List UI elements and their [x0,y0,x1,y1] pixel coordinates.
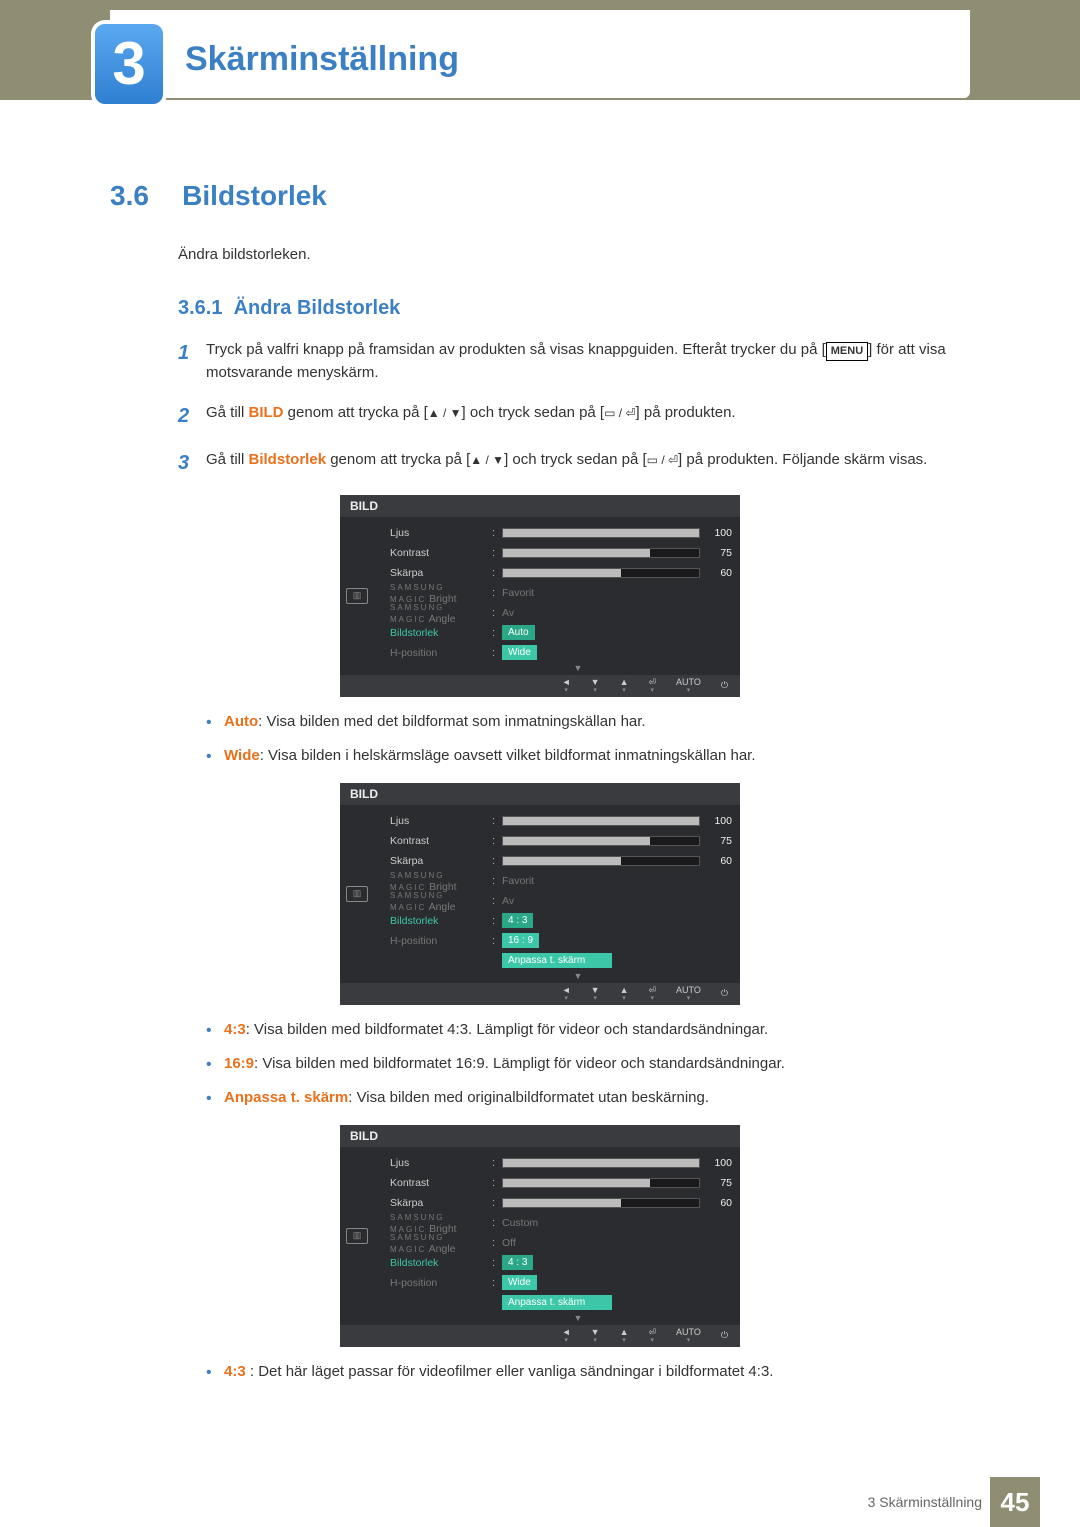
step-2: 2 Gå till BILD genom att trycka på [▲ / … [178,401,970,432]
up-down-icon: ▲ / ▼ [428,406,462,420]
osd-slider [502,548,700,558]
osd-nav-enter-icon: ⏎▾ [648,678,656,694]
screen-enter-icon: ▭ / ⏎ [604,406,635,420]
osd-slider [502,528,700,538]
osd-title: BILD [340,783,740,805]
bullet-group-3: •4:3 : Det här läget passar för videofil… [206,1361,970,1385]
osd-row-label: H-position [374,647,492,659]
up-down-icon: ▲ / ▼ [470,453,504,467]
step-number: 3 [178,448,206,479]
osd-title: BILD [340,495,740,517]
step-text: Tryck på valfri knapp på framsidan av pr… [206,338,970,385]
section-number: 3.6 [110,180,178,212]
bullet-group-1: •Auto: Visa bilden med det bildformat so… [206,711,970,769]
bullet-marker: • [206,745,224,769]
osd-more-icon: ▼ [424,663,732,673]
step-number: 2 [178,401,206,432]
subsection-heading: 3.6.1 Ändra Bildstorlek [178,297,970,320]
osd-more-icon: ▼ [424,1313,732,1323]
osd-row-label-active: Bildstorlek [374,627,492,639]
step-3: 3 Gå till Bildstorlek genom att trycka p… [178,448,970,479]
osd-more-icon: ▼ [424,971,732,981]
osd-row-label: Skärpa [374,567,492,579]
footer-page-number: 45 [990,1477,1040,1527]
osd-footer: ◄▾ ▼▾ ▲▾ ⏎▾ AUTO▾ ⏻ [340,1325,740,1347]
picture-tab-icon: ▥ [346,588,368,604]
osd-value: Favorit [502,587,732,599]
osd-value: Av [502,607,732,619]
osd-footer: ◄▾ ▼▾ ▲▾ ⏎▾ AUTO▾ ⏻ [340,983,740,1005]
keyword-bildstorlek: Bildstorlek [249,451,327,468]
osd-screenshot-2: BILD ▥ Ljus:100 Kontrast:75 Skärpa:60 SA… [340,783,740,1005]
step-number: 1 [178,338,206,385]
content-area: 3.6 Bildstorlek Ändra bildstorleken. 3.6… [110,180,970,1399]
step-text: Gå till BILD genom att trycka på [▲ / ▼]… [206,401,970,432]
bullet-group-2: •4:3: Visa bilden med bildformatet 4:3. … [206,1019,970,1111]
osd-nav-up-icon: ▲▾ [620,678,629,694]
bullet-text: Wide: Visa bilden i helskärmsläge oavset… [224,745,970,769]
osd-slider [502,568,700,578]
osd-auto-button: AUTO▾ [676,678,701,694]
osd-nav-down-icon: ▼▾ [591,678,600,694]
chapter-title: Skärminställning [185,40,459,79]
osd-value: 60 [700,567,732,579]
screen-enter-icon: ▭ / ⏎ [647,453,678,467]
bullet-marker: • [206,711,224,735]
osd-option: Wide [502,645,537,660]
steps-list: 1 Tryck på valfri knapp på framsidan av … [178,338,970,479]
keyword-bild: BILD [249,404,284,421]
chapter-number-badge: 3 [95,24,163,104]
section-title: Bildstorlek [182,180,327,211]
osd-row-label: SAMSUNGMAGIC Angle [374,601,492,625]
osd-option-selected: Auto [502,625,535,640]
picture-tab-icon: ▥ [346,886,368,902]
page-footer: 3 Skärminställning 45 [0,1477,1080,1527]
footer-text: 3 Skärminställning [868,1494,982,1510]
osd-screenshot-1: BILD ▥ Ljus:100 Kontrast:75 Skärpa:60 SA… [340,495,740,697]
osd-row-label: Ljus [374,527,492,539]
picture-tab-icon: ▥ [346,1228,368,1244]
menu-button-label: MENU [826,342,868,361]
osd-footer: ◄▾ ▼▾ ▲▾ ⏎▾ AUTO▾ ⏻ [340,675,740,697]
osd-title: BILD [340,1125,740,1147]
osd-screenshot-3: BILD ▥ Ljus:100 Kontrast:75 Skärpa:60 SA… [340,1125,740,1347]
step-1: 1 Tryck på valfri knapp på framsidan av … [178,338,970,385]
osd-row-label: Kontrast [374,547,492,559]
osd-value: 75 [700,547,732,559]
section-intro: Ändra bildstorleken. [178,246,970,263]
osd-power-icon: ⏻ [721,681,728,690]
step-text: Gå till Bildstorlek genom att trycka på … [206,448,970,479]
bullet-text: Auto: Visa bilden med det bildformat som… [224,711,970,735]
subsection-title: Ändra Bildstorlek [234,297,401,319]
osd-nav-left-icon: ◄▾ [562,678,571,694]
osd-value: 100 [700,527,732,539]
section-heading: 3.6 Bildstorlek [110,180,970,212]
subsection-number: 3.6.1 [178,297,222,319]
